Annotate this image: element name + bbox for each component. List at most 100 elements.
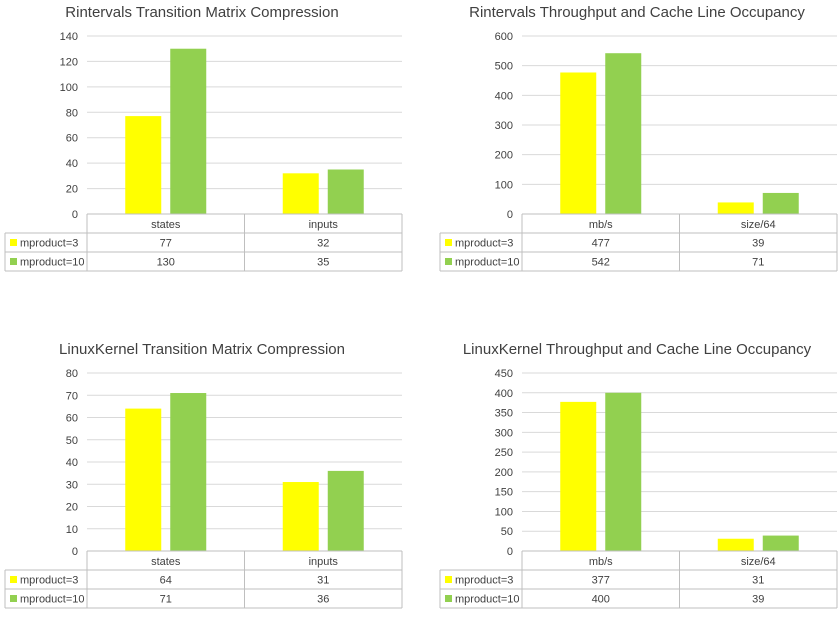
legend-swatch xyxy=(445,595,452,602)
legend-swatch xyxy=(10,258,17,265)
data-label: 35 xyxy=(317,257,329,269)
x-tick-label: size/64 xyxy=(741,556,776,568)
y-tick-label: 100 xyxy=(495,506,513,518)
y-tick-label: 50 xyxy=(66,435,78,447)
legend-label: mproduct=10 xyxy=(20,257,85,269)
data-label: 64 xyxy=(160,575,172,587)
chart-title: Rintervals Throughput and Cache Line Occ… xyxy=(469,4,805,21)
y-tick-label: 0 xyxy=(72,546,78,558)
legend-swatch xyxy=(445,576,452,583)
chart-svg: 0 10 20 30 40 50 60 70 80 states inputs mproduct=3 6… xyxy=(4,368,403,609)
bar xyxy=(762,192,799,214)
chart-svg: 0 100 200 300 400 500 600 mb/s size/64 mproduct=3… xyxy=(439,31,838,272)
x-tick-label: size/64 xyxy=(741,219,776,231)
legend-label: mproduct=3 xyxy=(20,238,78,250)
data-label: 32 xyxy=(317,238,329,250)
y-tick-label: 400 xyxy=(495,388,513,400)
y-tick-label: 60 xyxy=(66,413,78,425)
data-label: 71 xyxy=(752,257,764,269)
y-tick-label: 200 xyxy=(495,150,513,162)
bar xyxy=(282,173,319,214)
data-label: 36 xyxy=(317,594,329,606)
chart-title: LinuxKernel Transition Matrix Compressio… xyxy=(59,341,345,358)
chart-title: Rintervals Transition Matrix Compression xyxy=(65,4,339,21)
data-label: 400 xyxy=(592,594,610,606)
x-tick-label: inputs xyxy=(309,219,339,231)
data-label: 477 xyxy=(592,238,610,250)
data-label: 77 xyxy=(160,238,172,250)
y-tick-label: 100 xyxy=(60,82,78,94)
legend-swatch xyxy=(445,258,452,265)
chart-title: LinuxKernel Throughput and Cache Line Oc… xyxy=(462,341,812,358)
y-tick-label: 150 xyxy=(495,487,513,499)
data-label: 31 xyxy=(317,575,329,587)
y-tick-label: 100 xyxy=(495,179,513,191)
data-label: 377 xyxy=(592,575,610,587)
bar xyxy=(560,72,597,215)
x-tick-label: states xyxy=(151,219,181,231)
bar xyxy=(605,392,642,551)
y-tick-label: 30 xyxy=(66,479,78,491)
data-label: 71 xyxy=(160,594,172,606)
data-label: 39 xyxy=(752,594,764,606)
bar xyxy=(717,538,754,551)
bar xyxy=(560,401,597,551)
y-tick-label: 600 xyxy=(495,31,513,43)
data-label: 542 xyxy=(592,257,610,269)
y-tick-label: 80 xyxy=(66,368,78,380)
chart-rintervals-throughput: Rintervals Throughput and Cache Line Occ… xyxy=(437,0,840,307)
legend-label: mproduct=10 xyxy=(20,594,85,606)
y-tick-label: 20 xyxy=(66,502,78,514)
bar xyxy=(125,116,162,214)
data-label: 39 xyxy=(752,238,764,250)
x-tick-label: states xyxy=(151,556,181,568)
y-tick-label: 350 xyxy=(495,408,513,420)
y-tick-label: 300 xyxy=(495,120,513,132)
legend-label: mproduct=3 xyxy=(455,238,513,250)
y-tick-label: 250 xyxy=(495,447,513,459)
chart-linuxkernel-throughput: LinuxKernel Throughput and Cache Line Oc… xyxy=(437,337,840,644)
legend-label: mproduct=3 xyxy=(455,575,513,587)
bar xyxy=(327,169,364,214)
bar xyxy=(605,53,642,214)
legend-swatch xyxy=(445,239,452,246)
bar xyxy=(170,48,207,214)
bar xyxy=(170,393,207,551)
bar xyxy=(762,535,799,551)
y-tick-label: 140 xyxy=(60,31,78,43)
y-tick-label: 20 xyxy=(66,184,78,196)
y-tick-label: 0 xyxy=(507,209,513,221)
data-label: 31 xyxy=(752,575,764,587)
chart-svg: 0 50 100 150 200 250 300 350 400 450 mb/s size/64 mp… xyxy=(439,368,838,609)
y-tick-label: 120 xyxy=(60,56,78,68)
y-tick-label: 40 xyxy=(66,158,78,170)
chart-svg: 0 20 40 60 80 100 120 140 states inputs mproduct=3… xyxy=(4,31,403,272)
chart-rintervals-compression: Rintervals Transition Matrix Compression… xyxy=(2,0,422,307)
y-tick-label: 450 xyxy=(495,368,513,380)
y-tick-label: 0 xyxy=(72,209,78,221)
x-tick-label: mb/s xyxy=(589,556,613,568)
y-tick-label: 70 xyxy=(66,390,78,402)
legend-swatch xyxy=(10,595,17,602)
x-tick-label: mb/s xyxy=(589,219,613,231)
y-tick-label: 400 xyxy=(495,90,513,102)
legend-label: mproduct=3 xyxy=(20,575,78,587)
y-tick-label: 60 xyxy=(66,133,78,145)
y-tick-label: 500 xyxy=(495,61,513,73)
y-tick-label: 200 xyxy=(495,467,513,479)
chart-linuxkernel-compression: LinuxKernel Transition Matrix Compressio… xyxy=(2,337,422,644)
y-tick-label: 40 xyxy=(66,457,78,469)
data-label: 130 xyxy=(157,257,175,269)
bar xyxy=(327,470,364,551)
bar xyxy=(717,202,754,214)
legend-swatch xyxy=(10,239,17,246)
y-tick-label: 80 xyxy=(66,107,78,119)
y-tick-label: 0 xyxy=(507,546,513,558)
x-tick-label: inputs xyxy=(309,556,339,568)
y-tick-label: 300 xyxy=(495,427,513,439)
legend-label: mproduct=10 xyxy=(455,594,520,606)
y-tick-label: 50 xyxy=(501,526,513,538)
legend-label: mproduct=10 xyxy=(455,257,520,269)
bar xyxy=(282,482,319,551)
y-tick-label: 10 xyxy=(66,524,78,536)
